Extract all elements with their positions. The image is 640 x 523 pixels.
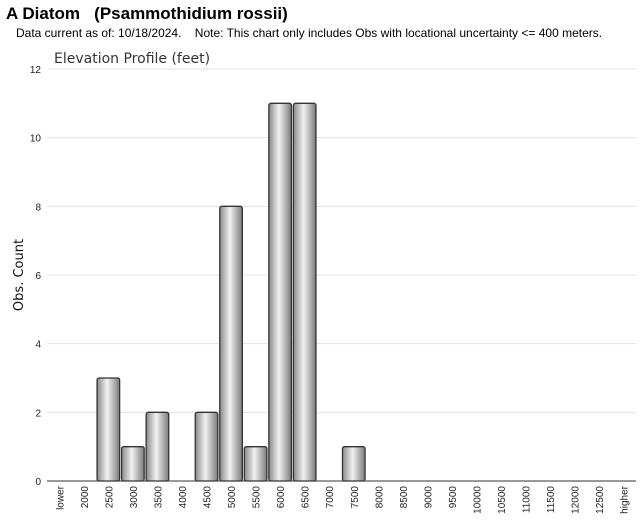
x-tick-label: 3000 bbox=[129, 486, 140, 509]
x-tick-label: 7000 bbox=[325, 486, 336, 509]
bar-2500 bbox=[96, 377, 121, 482]
x-tick-label: 11000 bbox=[522, 486, 533, 514]
x-tick-label: 5500 bbox=[252, 486, 263, 509]
bar-3500 bbox=[145, 411, 170, 482]
bar-5000 bbox=[219, 205, 244, 482]
x-tick-label: 4000 bbox=[178, 486, 189, 509]
chart-inner-title: Elevation Profile (feet) bbox=[54, 51, 210, 67]
y-tick-label: 2 bbox=[35, 408, 41, 419]
x-tick-label: lower bbox=[55, 485, 66, 510]
x-tick-label: 11500 bbox=[546, 486, 557, 514]
bar-4500 bbox=[194, 411, 219, 482]
y-tick-label: 8 bbox=[35, 202, 41, 213]
x-tick-label: 8000 bbox=[374, 486, 385, 509]
x-tick-label: 12000 bbox=[571, 486, 582, 514]
x-tick-label: 9500 bbox=[448, 486, 459, 509]
bar-3000 bbox=[120, 446, 145, 482]
chart-title: A Diatom (Psammothidium rossii) bbox=[6, 4, 288, 23]
bar-6000 bbox=[268, 102, 293, 482]
x-tick-label: 12500 bbox=[595, 486, 606, 514]
x-tick-label: 10000 bbox=[472, 486, 483, 514]
y-tick-label: 10 bbox=[30, 134, 42, 145]
x-tick-label: 9000 bbox=[423, 486, 434, 509]
y-tick-label: 4 bbox=[35, 340, 41, 351]
x-tick-label: 3500 bbox=[153, 486, 164, 509]
bar-6500 bbox=[292, 102, 317, 482]
x-tick-label: 2500 bbox=[104, 486, 115, 509]
x-tick-label: 7500 bbox=[350, 486, 361, 509]
x-ticks: lower 2000 2500 3000 3500 4000 4500 5000 5500 600… bbox=[55, 485, 630, 513]
x-tick-label: 6000 bbox=[276, 486, 287, 509]
x-tick-label: 4500 bbox=[203, 486, 214, 509]
y-tick-label: 6 bbox=[35, 271, 41, 282]
gridlines bbox=[47, 68, 636, 413]
y-ticks: 0 2 4 6 8 10 12 bbox=[30, 65, 42, 488]
y-tick-label: 0 bbox=[35, 477, 41, 488]
x-tick-label: 10500 bbox=[497, 486, 508, 514]
bar-5500 bbox=[243, 446, 268, 482]
x-tick-label: higher bbox=[620, 485, 631, 513]
x-tick-label: 2000 bbox=[80, 486, 91, 509]
bars bbox=[96, 102, 366, 482]
bar-7500 bbox=[341, 446, 366, 482]
y-axis-label: Obs. Count bbox=[12, 239, 27, 311]
x-tick-label: 6500 bbox=[301, 486, 312, 509]
x-tick-label: 5000 bbox=[227, 486, 238, 509]
x-tick-label: 8500 bbox=[399, 486, 410, 509]
y-tick-label: 12 bbox=[30, 65, 42, 76]
data-note: Data current as of: 10/18/2024. Note: Th… bbox=[16, 26, 603, 40]
